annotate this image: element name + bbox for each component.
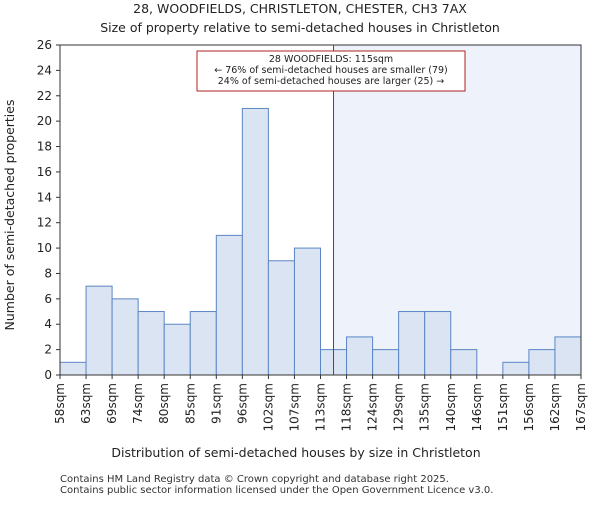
annotation-line-3: 24% of semi-detached houses are larger (…: [218, 76, 445, 87]
x-tick-label: 113sqm: [314, 383, 328, 431]
x-tick-label: 85sqm: [183, 383, 197, 424]
x-tick-label: 63sqm: [79, 383, 93, 424]
histogram-bar: [293, 247, 322, 376]
histogram-bar: [424, 311, 452, 376]
y-tick-label: 24: [37, 63, 52, 77]
annotation-box: [196, 50, 466, 92]
histogram-bar: [372, 349, 400, 376]
y-tick-label: 16: [37, 165, 52, 179]
histogram-bar: [346, 336, 374, 376]
y-tick-label: 18: [37, 140, 52, 154]
bars-group: [59, 107, 582, 376]
y-tick-label: 6: [44, 292, 52, 306]
x-tick-label: 80sqm: [157, 383, 171, 424]
x-tick-label: 74sqm: [131, 383, 145, 424]
histogram-bar: [163, 323, 191, 376]
y-tick-label: 20: [37, 114, 52, 128]
x-tick-label: 69sqm: [105, 383, 119, 424]
x-tick-label: 146sqm: [470, 383, 484, 431]
x-axis-label: Distribution of semi-detached houses by …: [111, 445, 480, 460]
y-tick-label: 26: [37, 38, 52, 52]
histogram-bar: [85, 285, 113, 376]
y-tick-label: 8: [44, 266, 52, 280]
footer-line-2: Contains public sector information licen…: [60, 485, 493, 496]
x-tick-label: 96sqm: [235, 383, 249, 424]
annotation-line-1: 28 WOODFIELDS: 115sqm: [269, 54, 393, 65]
x-tick-label: 167sqm: [574, 383, 588, 431]
larger-houses-region: [333, 45, 581, 375]
histogram-bar: [241, 107, 269, 376]
y-tick-label: 4: [44, 317, 52, 331]
y-tick-label: 14: [37, 190, 52, 204]
x-tick-label: 102sqm: [261, 383, 275, 431]
histogram-bar: [528, 349, 556, 376]
chart-subtitle: Size of property relative to semi-detach…: [100, 20, 500, 35]
x-tick-label: 118sqm: [340, 383, 354, 431]
y-tick-label: 2: [44, 343, 52, 357]
histogram-bar: [189, 311, 217, 376]
x-tick-label: 151sqm: [496, 383, 510, 431]
histogram-bar: [450, 349, 478, 376]
footer-line-1: Contains HM Land Registry data © Crown c…: [60, 474, 449, 485]
x-tick-label: 135sqm: [418, 383, 432, 431]
y-tick-label: 22: [37, 89, 52, 103]
x-tick-label: 124sqm: [366, 383, 380, 431]
histogram-bar: [554, 336, 582, 376]
y-axis-label: Number of semi-detached properties: [2, 100, 17, 331]
histogram-bar: [398, 311, 426, 376]
x-tick-label: 58sqm: [53, 383, 67, 424]
histogram-bar: [137, 311, 165, 376]
x-tick-label: 162sqm: [548, 383, 562, 431]
histogram-bar: [502, 361, 530, 376]
x-tick-label: 107sqm: [287, 383, 301, 431]
x-ticks-group: 58sqm 63sqm 69sqm 74sqm 80sqm 85sqm 91sqm 96sqm…: [53, 375, 588, 431]
histogram-bar: [111, 298, 139, 376]
x-tick-label: 129sqm: [392, 383, 406, 431]
y-tick-label: 0: [44, 368, 52, 382]
histogram-bar: [267, 260, 295, 376]
histogram-bar: [59, 361, 87, 376]
histogram-bar: [215, 234, 243, 376]
y-tick-label: 10: [37, 241, 52, 255]
x-tick-label: 91sqm: [209, 383, 223, 424]
x-tick-label: 156sqm: [522, 383, 536, 431]
chart-title: 28, WOODFIELDS, CHRISTLETON, CHESTER, CH…: [133, 1, 467, 16]
annotation-line-2: ← 76% of semi-detached houses are smalle…: [214, 65, 448, 76]
y-tick-label: 12: [37, 216, 52, 230]
x-tick-label: 140sqm: [444, 383, 458, 431]
